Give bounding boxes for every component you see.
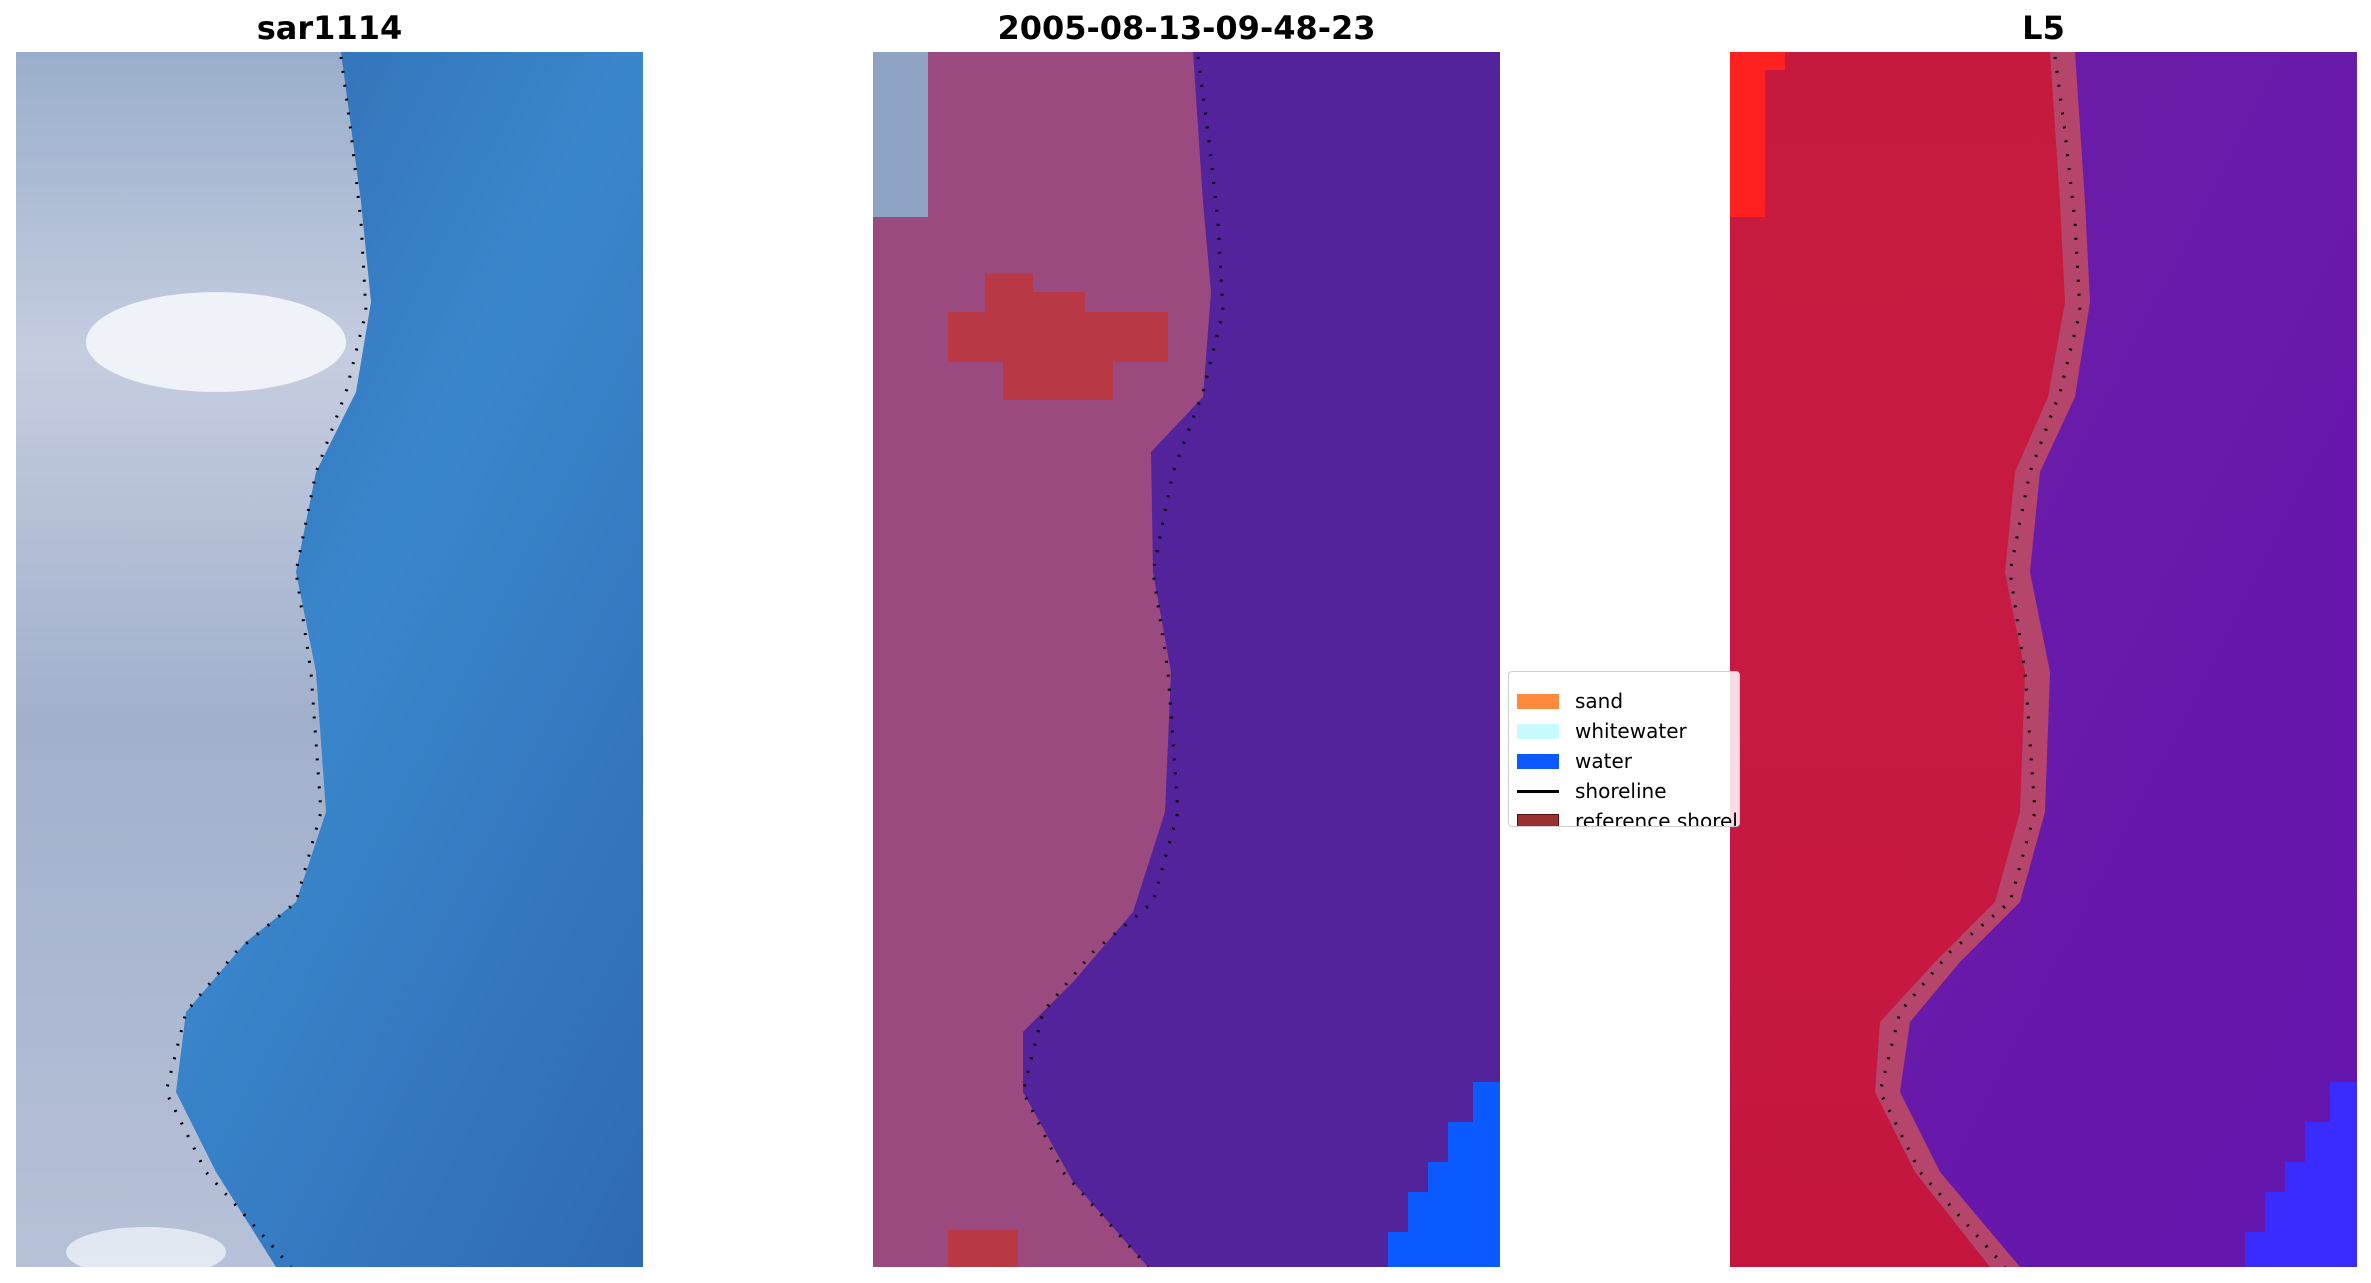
index-blue-corner	[2245, 1082, 2357, 1267]
rgb-image-panel	[16, 52, 643, 1267]
sand-swatch	[1517, 693, 1559, 709]
class-light-patch	[873, 52, 928, 217]
legend-label: water	[1575, 749, 1632, 773]
index-panel	[1730, 52, 2357, 1267]
reference-shoreline-patch	[948, 274, 1168, 400]
legend-label: sand	[1575, 689, 1624, 713]
classification-panel	[873, 52, 1500, 1267]
legend-label: reference shoreline	[1575, 809, 1739, 827]
index-image	[1730, 52, 2357, 1267]
shoreline-dotted	[1021, 56, 1225, 1267]
legend-label: shoreline	[1575, 779, 1667, 803]
index-bright-red-top	[1730, 52, 1785, 70]
classification-image	[873, 52, 1500, 1267]
legend-item-sand: sand	[1509, 686, 1739, 716]
shoreline-dotted	[1878, 56, 2082, 1267]
panel-title-classification: 2005-08-13-09-48-23	[997, 9, 1376, 47]
bright-patch-bottom	[66, 1227, 226, 1267]
shoreline-line	[1517, 789, 1559, 793]
legend-item-water: water	[1509, 746, 1739, 776]
index-land	[1730, 52, 2065, 1267]
legend-item-shoreline: shoreline	[1509, 776, 1739, 806]
rgb-image	[16, 52, 643, 1267]
legend-item-whitewater: whitewater	[1509, 716, 1739, 746]
whitewater-swatch	[1517, 723, 1559, 739]
bright-patch	[86, 292, 346, 392]
legend-item-reference-shoreline: reference shoreline	[1509, 806, 1739, 827]
shoreline-dotted	[164, 56, 368, 1267]
legend-label: whitewater	[1575, 719, 1687, 743]
legend: sand whitewater water shoreline referenc…	[1508, 671, 1740, 827]
panel-title-rgb: sar1114	[256, 9, 403, 47]
class-blue-corner	[1388, 1082, 1500, 1267]
reference-shoreline-patch-bottom	[948, 1230, 1018, 1267]
panel-title-index: L5	[2022, 9, 2065, 47]
water-swatch	[1517, 753, 1559, 769]
reference-shoreline-swatch	[1517, 813, 1559, 826]
index-bright-red-patch	[1730, 52, 1765, 217]
